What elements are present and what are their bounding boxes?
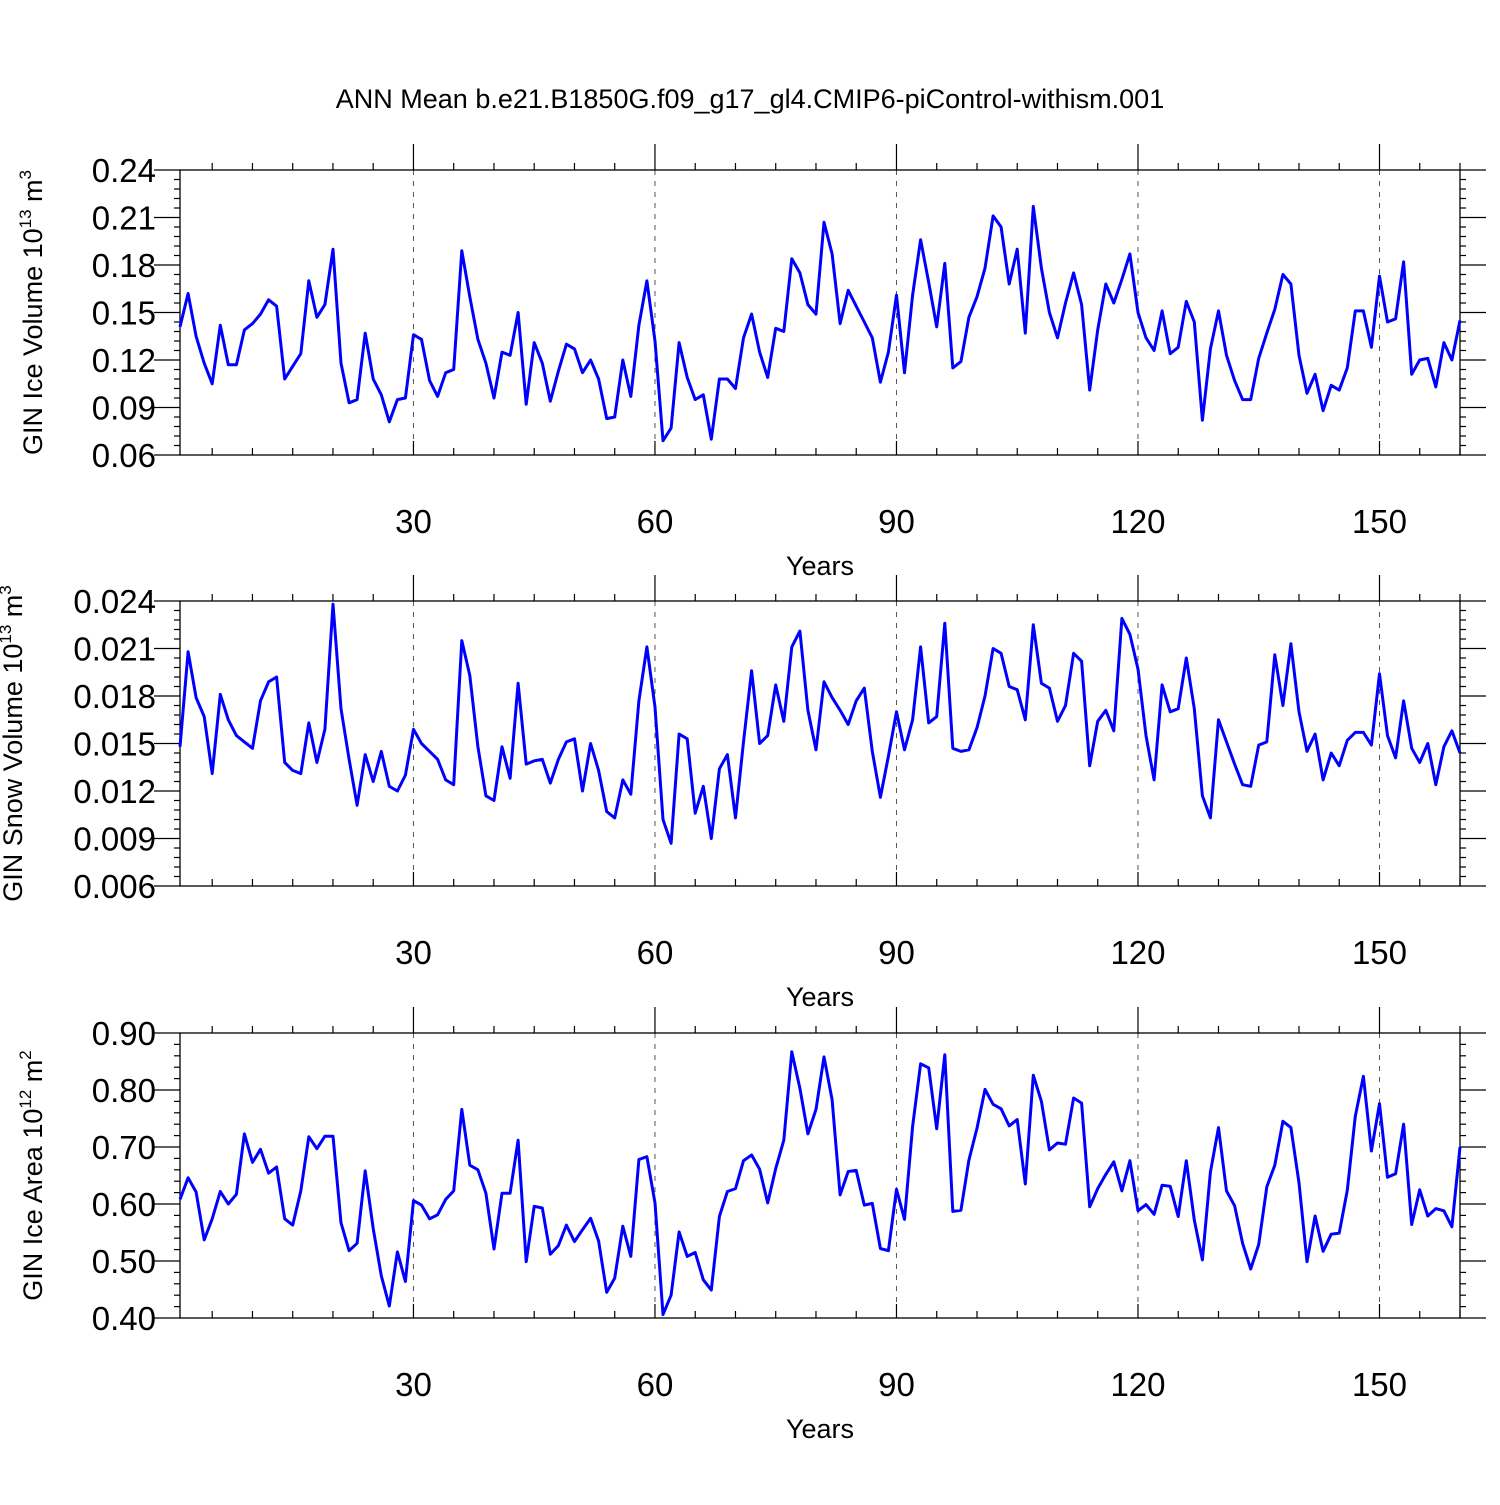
x-tick-label: 120: [1110, 934, 1165, 971]
y-tick-label: 0.021: [73, 631, 156, 668]
x-tick-label: 120: [1110, 503, 1165, 540]
y-tick-label: 0.18: [92, 247, 156, 284]
panel-2: 30 60 90 120 150 0.006 0.009 0.012 0.015 0.018 0.0…: [0, 575, 1486, 1012]
y-axis-title: GIN Ice Volume 1013 m3: [16, 170, 48, 455]
y-tick-label: 0.90: [92, 1015, 156, 1052]
x-tick-label: 150: [1352, 1366, 1407, 1403]
y-tick-label: 0.40: [92, 1300, 156, 1337]
y-tick-label: 0.70: [92, 1129, 156, 1166]
series-line: [178, 602, 1462, 845]
y-tick-label: 0.018: [73, 678, 156, 715]
y-tick-label: 0.009: [73, 821, 156, 858]
x-tick-label: 30: [395, 934, 432, 971]
series-line: [178, 204, 1462, 443]
y-tick-label: 0.09: [92, 390, 156, 427]
series-line: [178, 1050, 1462, 1317]
x-tick-label: 150: [1352, 503, 1407, 540]
x-tick-label: 90: [878, 503, 915, 540]
chart-title: ANN Mean b.e21.B1850G.f09_g17_gl4.CMIP6-…: [336, 84, 1164, 114]
y-tick-label: 0.24: [92, 152, 156, 189]
y-tick-label: 0.21: [92, 200, 156, 237]
y-tick-label: 0.006: [73, 868, 156, 905]
x-axis-title: Years: [786, 551, 854, 581]
y-tick-label: 0.80: [92, 1072, 156, 1109]
x-tick-label: 90: [878, 1366, 915, 1403]
y-axis-title: GIN Snow Volume 1013 m3: [0, 585, 28, 902]
x-tick-label: 60: [637, 1366, 674, 1403]
plot-frame: [179, 1032, 1461, 1319]
x-axis-title: Years: [786, 982, 854, 1012]
y-tick-label: 0.024: [73, 583, 156, 620]
x-tick-label: 30: [395, 1366, 432, 1403]
x-tick-label: 120: [1110, 1366, 1165, 1403]
panel-1: 30 60 90 120 150 0.06 0.09 0.12 0.15 0.18 0.21 0.24…: [16, 144, 1486, 581]
panel-3: 30 60 90 120 150 0.40 0.50 0.60 0.70 0.80 0.90 Year…: [16, 1007, 1486, 1444]
y-tick-label: 0.015: [73, 726, 156, 763]
y-tick-label: 0.60: [92, 1186, 156, 1223]
x-tick-label: 60: [637, 934, 674, 971]
y-tick-label: 0.012: [73, 773, 156, 810]
x-tick-label: 90: [878, 934, 915, 971]
x-tick-label: 30: [395, 503, 432, 540]
y-axis-title: GIN Ice Area 1012 m2: [16, 1050, 48, 1301]
x-axis-title: Years: [786, 1414, 854, 1444]
y-tick-label: 0.12: [92, 342, 156, 379]
y-tick-label: 0.15: [92, 295, 156, 332]
plot-frame: [179, 600, 1461, 887]
x-tick-label: 150: [1352, 934, 1407, 971]
y-tick-label: 0.06: [92, 437, 156, 474]
y-tick-label: 0.50: [92, 1243, 156, 1280]
x-tick-label: 60: [637, 503, 674, 540]
plot-frame: [179, 169, 1461, 456]
